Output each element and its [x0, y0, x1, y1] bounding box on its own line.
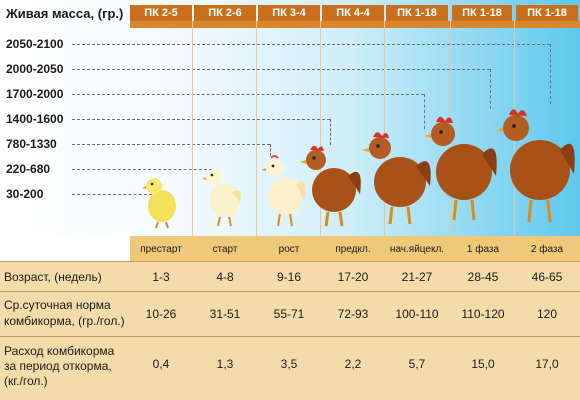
mass-label: 2000-2050 — [6, 62, 64, 76]
phase-label: старт — [212, 244, 238, 255]
age-cell: 4-8 — [216, 270, 234, 284]
phase-label: 1 фаза — [466, 244, 500, 255]
mass-label: 220-680 — [6, 162, 51, 176]
guide-line — [550, 44, 551, 104]
guide-line — [490, 69, 491, 109]
table-divider — [0, 291, 580, 292]
age-label: Возраст, (недель) — [4, 270, 102, 284]
mass-title: Живая масса, (гр.) — [6, 6, 124, 21]
phase-band — [130, 236, 580, 261]
guide-line — [72, 44, 550, 45]
phase-label: предкл. — [335, 244, 371, 255]
mass-label: 1700-2000 — [6, 87, 64, 101]
hen-icon — [300, 145, 361, 227]
mass-label: 1400-1600 — [6, 112, 64, 126]
period-cell: 17,0 — [535, 357, 559, 371]
feed-header: ПК 1-18 — [386, 5, 448, 21]
daily-cell: 31-51 — [209, 307, 241, 321]
pullet-icon — [261, 155, 306, 227]
feed-header: ПК 2-5 — [130, 5, 192, 21]
age-cell: 46-65 — [531, 270, 563, 284]
feed-header: ПК 4-4 — [322, 5, 384, 21]
guide-line — [424, 94, 425, 129]
phase-label: нач.яйцекл. — [389, 244, 445, 255]
hen-icon — [424, 116, 497, 221]
period-cell: 15,0 — [471, 357, 495, 371]
column-separator — [514, 21, 515, 367]
period-cell: 5,7 — [408, 357, 426, 371]
feed-header: ПК 1-18 — [452, 5, 512, 21]
column-separator — [192, 21, 193, 367]
header-strip — [130, 21, 580, 28]
guide-line — [72, 119, 330, 120]
mass-label: 780-1330 — [6, 137, 57, 151]
age-cell: 1-3 — [152, 270, 170, 284]
daily-cell: 100-110 — [395, 307, 439, 321]
period-label-line1: Расход комбикорма — [4, 344, 115, 358]
period-cell: 1,3 — [216, 357, 234, 371]
age-cell: 17-20 — [337, 270, 369, 284]
age-cell: 9-16 — [276, 270, 302, 284]
chick-icon — [202, 169, 241, 227]
daily-cell: 55-71 — [273, 307, 305, 321]
phase-label: престарт — [140, 244, 182, 255]
daily-label-line2: комбикорма, (гр./гол.) — [4, 314, 125, 328]
guide-line — [72, 94, 424, 95]
daily-cell: 72-93 — [337, 307, 369, 321]
guide-line — [330, 119, 331, 145]
period-cell: 0,4 — [152, 357, 170, 371]
phase-label: 2 фаза — [530, 244, 564, 255]
guide-line — [270, 144, 271, 156]
daily-cell: 10-26 — [145, 307, 177, 321]
age-cell: 28-45 — [467, 270, 499, 284]
phase-label: рост — [278, 244, 300, 255]
column-separator — [256, 21, 257, 367]
feed-header: ПК 3-4 — [258, 5, 320, 21]
feed-table — [0, 261, 580, 400]
feed-header: ПК 1-18 — [516, 5, 578, 21]
period-label-line2: за период откорма, — [4, 359, 112, 373]
mass-label: 30-200 — [6, 187, 44, 201]
chick-icon — [142, 178, 176, 229]
hen-icon — [362, 132, 431, 225]
daily-cell: 110-120 — [461, 307, 505, 321]
guide-line — [72, 169, 212, 170]
period-cell: 3,5 — [280, 357, 298, 371]
table-divider — [0, 336, 580, 337]
period-label-line3: (кг./гол.) — [4, 374, 48, 388]
guide-line — [72, 144, 270, 145]
guide-line — [72, 69, 490, 70]
guide-line — [72, 194, 152, 195]
daily-label-line1: Ср.суточная норма — [4, 298, 111, 312]
period-cell: 2,2 — [344, 357, 362, 371]
mass-label: 2050-2100 — [6, 37, 64, 51]
feed-header: ПК 2-6 — [194, 5, 256, 21]
table-divider — [0, 261, 580, 262]
hen-icon — [496, 109, 575, 223]
age-cell: 21-27 — [401, 270, 433, 284]
daily-cell: 120 — [536, 307, 558, 321]
